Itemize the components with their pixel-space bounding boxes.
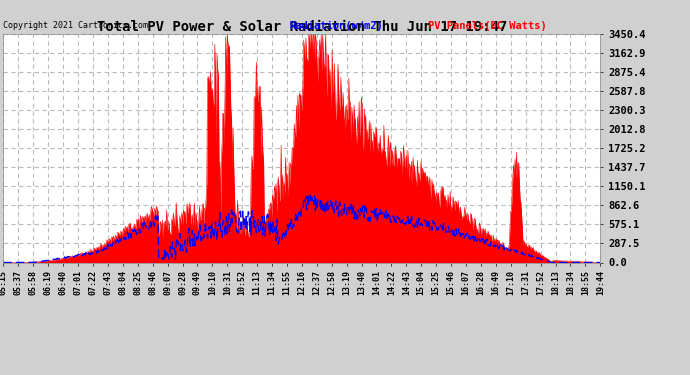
Title: Total PV Power & Solar Radiation Thu Jun 17 19:47: Total PV Power & Solar Radiation Thu Jun… xyxy=(97,20,507,34)
Text: Copyright 2021 Cartronics.com: Copyright 2021 Cartronics.com xyxy=(3,21,148,30)
Text: Radiation(w/m2): Radiation(w/m2) xyxy=(290,21,384,31)
Text: PV Panels(DC Watts): PV Panels(DC Watts) xyxy=(428,21,546,31)
